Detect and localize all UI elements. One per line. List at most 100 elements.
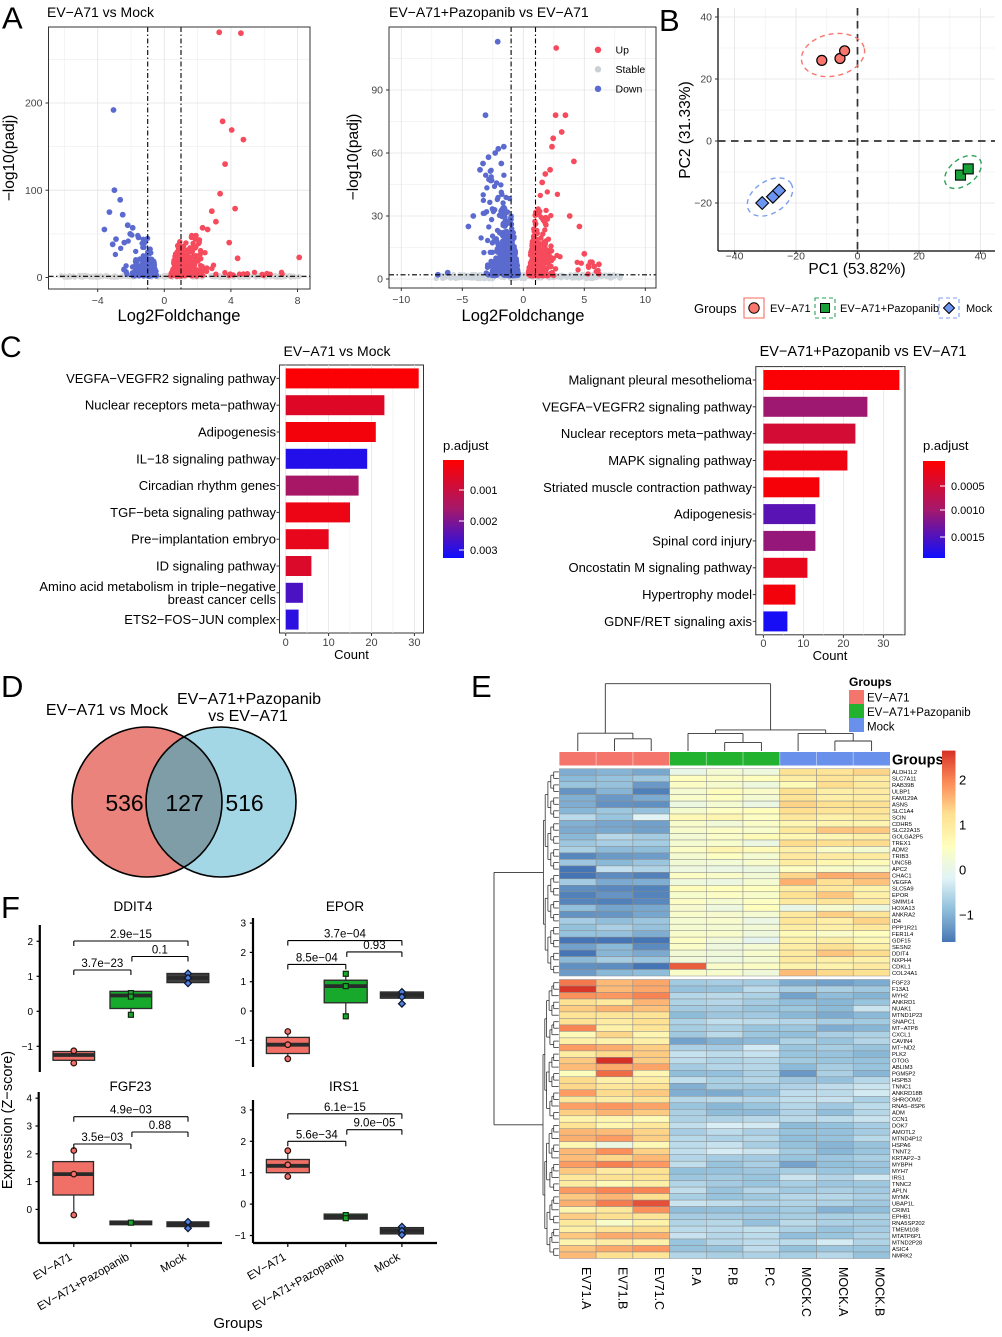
svg-text:Up: Up [616, 45, 630, 57]
svg-text:F: F [1, 890, 20, 925]
svg-text:0.1: 0.1 [152, 945, 168, 957]
svg-text:20: 20 [837, 638, 849, 650]
svg-text:HSPB3: HSPB3 [892, 1078, 911, 1084]
svg-text:EPHB1: EPHB1 [892, 1214, 911, 1220]
svg-text:EPOR: EPOR [326, 899, 365, 914]
svg-text:Stable: Stable [616, 64, 646, 76]
svg-text:Adipogenesis: Adipogenesis [198, 425, 277, 440]
svg-text:0: 0 [855, 251, 861, 263]
svg-text:516: 516 [225, 790, 263, 816]
svg-text:2.9e−15: 2.9e−15 [110, 929, 152, 941]
svg-text:SLC1A4: SLC1A4 [892, 809, 914, 815]
svg-text:40: 40 [700, 12, 712, 24]
svg-text:EV−A71: EV−A71 [770, 303, 811, 315]
svg-text:NXPH4: NXPH4 [892, 958, 912, 964]
svg-text:APC2: APC2 [892, 867, 907, 873]
svg-text:0: 0 [520, 294, 526, 306]
svg-text:A: A [2, 1, 23, 36]
svg-text:P.A: P.A [689, 1267, 703, 1286]
svg-text:0.88: 0.88 [149, 1120, 171, 1132]
svg-text:EV−A71 vs Mock: EV−A71 vs Mock [284, 343, 392, 359]
svg-text:RNA5SP202: RNA5SP202 [892, 1221, 925, 1227]
svg-text:2: 2 [959, 772, 966, 787]
svg-text:ASIC4: ASIC4 [892, 1247, 910, 1253]
svg-text:MYH2: MYH2 [892, 994, 908, 1000]
svg-text:UNC5B: UNC5B [892, 861, 912, 867]
svg-text:200: 200 [25, 98, 43, 110]
svg-text:30: 30 [371, 211, 383, 223]
svg-text:60: 60 [371, 148, 383, 160]
svg-text:0: 0 [377, 274, 383, 286]
svg-text:3: 3 [240, 919, 246, 930]
svg-text:COL24A1: COL24A1 [892, 971, 917, 977]
svg-text:MTND1P23: MTND1P23 [892, 1013, 922, 1019]
svg-text:FER1L4: FER1L4 [892, 932, 914, 938]
svg-text:−1: −1 [235, 1231, 247, 1242]
svg-text:EV−A71+Pazopanib: EV−A71+Pazopanib [867, 707, 971, 719]
svg-text:TGF−beta signaling pathway: TGF−beta signaling pathway [110, 505, 276, 520]
svg-text:8: 8 [295, 295, 301, 307]
svg-text:ASNS: ASNS [892, 802, 908, 808]
svg-text:Amino acid metabolism in tripl: Amino acid metabolism in triple−negative [39, 579, 276, 594]
svg-text:MYBPH: MYBPH [892, 1162, 913, 1168]
svg-text:TREX1: TREX1 [892, 841, 911, 847]
svg-text:2: 2 [240, 948, 246, 959]
svg-text:CXCL1: CXCL1 [892, 1033, 911, 1039]
svg-text:HSPA6: HSPA6 [892, 1143, 911, 1149]
svg-text:−20: −20 [694, 198, 712, 210]
svg-text:Hypertrophy model: Hypertrophy model [642, 587, 752, 602]
svg-text:TMEM108: TMEM108 [892, 1227, 919, 1233]
svg-text:127: 127 [165, 790, 203, 816]
svg-text:8.5e−04: 8.5e−04 [296, 952, 338, 964]
svg-text:30: 30 [877, 638, 889, 650]
svg-text:10: 10 [322, 637, 334, 649]
svg-text:Adipogenesis: Adipogenesis [674, 507, 753, 522]
svg-text:6.1e−15: 6.1e−15 [324, 1102, 366, 1114]
svg-text:Mock: Mock [867, 722, 895, 734]
svg-text:MTATP6P1: MTATP6P1 [892, 1234, 921, 1240]
svg-text:−1: −1 [959, 908, 974, 923]
svg-text:EPOR: EPOR [892, 893, 908, 899]
svg-text:SCIN: SCIN [892, 815, 906, 821]
svg-text:3: 3 [240, 1105, 246, 1116]
svg-text:RAB39B: RAB39B [892, 783, 914, 789]
svg-text:ADM2: ADM2 [892, 848, 908, 854]
svg-text:Groups: Groups [694, 301, 737, 316]
svg-text:ALDH1L2: ALDH1L2 [892, 770, 917, 776]
svg-text:vs EV−A71: vs EV−A71 [208, 708, 288, 725]
svg-text:MTND2P28: MTND2P28 [892, 1240, 922, 1246]
svg-text:−20: −20 [787, 251, 805, 263]
svg-text:MT−ND2: MT−ND2 [892, 1046, 915, 1052]
svg-text:9.0e−05: 9.0e−05 [353, 1118, 395, 1130]
svg-text:Spinal cord injury: Spinal cord injury [652, 533, 752, 548]
svg-text:5: 5 [581, 294, 587, 306]
svg-text:VEGFA−VEGFR2 signaling pathway: VEGFA−VEGFR2 signaling pathway [542, 399, 752, 414]
svg-text:−log10(padj): −log10(padj) [345, 114, 362, 201]
svg-text:p.adjust: p.adjust [923, 438, 969, 453]
svg-text:SESN2: SESN2 [892, 945, 911, 951]
svg-text:−4: −4 [92, 295, 104, 307]
svg-text:ABLIM3: ABLIM3 [892, 1065, 913, 1071]
svg-text:EV−A71: EV−A71 [867, 693, 910, 705]
svg-text:−10: −10 [392, 294, 410, 306]
svg-text:Malignant pleural mesothelioma: Malignant pleural mesothelioma [568, 373, 752, 388]
svg-text:ETS2−FOS−JUN complex: ETS2−FOS−JUN complex [124, 612, 276, 627]
svg-text:0: 0 [706, 136, 712, 148]
svg-text:ANKRD18B: ANKRD18B [892, 1091, 923, 1097]
svg-text:0: 0 [161, 295, 167, 307]
svg-text:P.C: P.C [762, 1267, 776, 1286]
svg-text:10: 10 [797, 638, 809, 650]
svg-text:EV−A71 vs Mock: EV−A71 vs Mock [47, 4, 155, 20]
svg-text:MT−ATP8: MT−ATP8 [892, 1026, 918, 1032]
svg-text:−40: −40 [726, 251, 744, 263]
svg-text:MOCK.A: MOCK.A [836, 1267, 850, 1317]
svg-text:0: 0 [27, 1007, 33, 1018]
svg-text:EV−A71+Pazopanib vs EV−A71: EV−A71+Pazopanib vs EV−A71 [760, 344, 967, 360]
svg-text:0: 0 [959, 862, 966, 877]
svg-text:2: 2 [240, 1137, 246, 1148]
svg-text:EV71.A: EV71.A [579, 1267, 593, 1310]
svg-text:TNNC1: TNNC1 [892, 1085, 911, 1091]
svg-text:4: 4 [228, 295, 234, 307]
svg-text:HOXA13: HOXA13 [892, 906, 915, 912]
svg-text:0: 0 [760, 638, 766, 650]
